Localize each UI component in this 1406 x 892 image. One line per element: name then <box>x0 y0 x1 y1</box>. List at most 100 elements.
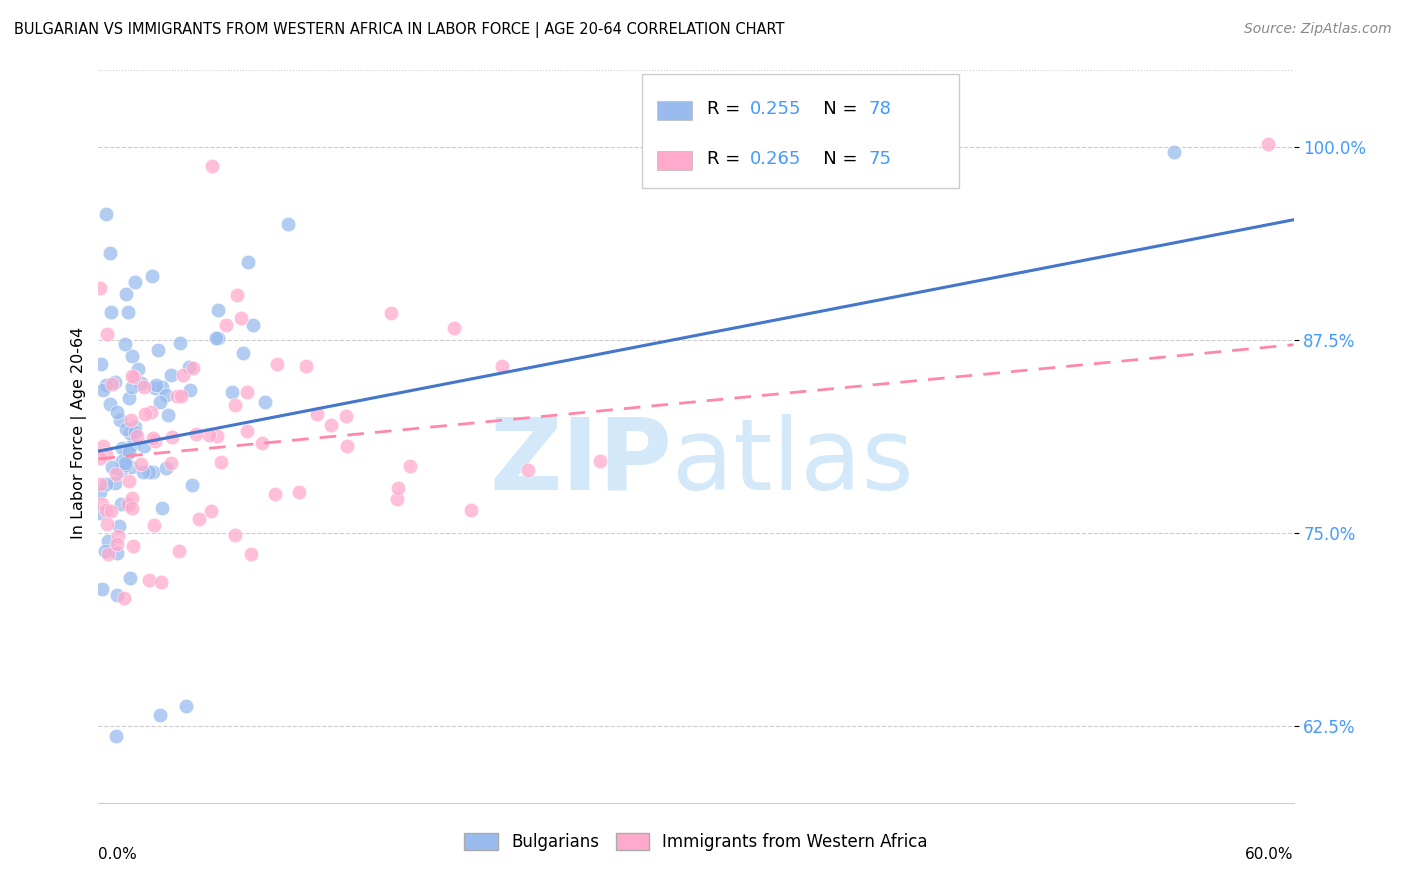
Y-axis label: In Labor Force | Age 20-64: In Labor Force | Age 20-64 <box>72 326 87 539</box>
Point <box>122 370 145 384</box>
Point <box>105 467 128 481</box>
Point <box>205 330 228 344</box>
Point <box>380 306 402 320</box>
Point <box>143 381 166 395</box>
Point <box>114 337 136 351</box>
Point <box>97 547 120 561</box>
Point <box>107 529 129 543</box>
Point <box>215 318 238 333</box>
Text: ZIP: ZIP <box>489 414 672 511</box>
Point <box>236 254 259 268</box>
Point <box>209 455 232 469</box>
Point <box>94 477 117 491</box>
Point <box>105 546 128 560</box>
Point <box>122 539 145 553</box>
Point <box>145 434 167 449</box>
Point <box>142 431 165 445</box>
Point <box>112 591 135 605</box>
Point <box>96 326 118 341</box>
Point <box>120 572 142 586</box>
FancyBboxPatch shape <box>657 151 692 169</box>
Point <box>91 439 114 453</box>
Text: 0.265: 0.265 <box>749 150 801 168</box>
Point <box>98 246 121 260</box>
Point <box>90 582 112 596</box>
Point <box>117 498 139 512</box>
Point <box>221 385 243 400</box>
Point <box>236 425 259 439</box>
Point <box>159 456 181 470</box>
Point <box>138 465 160 479</box>
Text: R =: R = <box>707 150 745 168</box>
Point <box>89 451 111 466</box>
Point <box>170 389 193 403</box>
Point <box>118 474 141 488</box>
Text: N =: N = <box>806 150 863 168</box>
Point <box>149 574 172 589</box>
Point <box>118 425 141 440</box>
Point <box>122 437 145 451</box>
Point <box>142 465 165 479</box>
Point <box>110 453 132 467</box>
Point <box>89 484 111 499</box>
Point <box>242 318 264 332</box>
Point <box>101 377 124 392</box>
Point <box>124 425 146 439</box>
Point <box>103 475 125 490</box>
Point <box>117 497 139 511</box>
Point <box>398 458 420 473</box>
Point <box>205 428 228 442</box>
Point <box>287 485 309 500</box>
Point <box>156 409 179 423</box>
Point <box>266 357 288 371</box>
Point <box>173 368 195 382</box>
Text: atlas: atlas <box>672 414 914 511</box>
Point <box>94 447 117 461</box>
Point <box>160 368 183 382</box>
Text: 0.255: 0.255 <box>749 100 801 118</box>
Text: BULGARIAN VS IMMIGRANTS FROM WESTERN AFRICA IN LABOR FORCE | AGE 20-64 CORRELATI: BULGARIAN VS IMMIGRANTS FROM WESTERN AFR… <box>14 22 785 38</box>
Point <box>1163 145 1185 159</box>
Point <box>117 305 139 319</box>
Point <box>150 380 173 394</box>
Point <box>132 465 155 479</box>
Point <box>121 380 143 394</box>
Point <box>115 447 138 461</box>
Point <box>108 413 131 427</box>
Point <box>108 518 131 533</box>
Point <box>100 397 122 411</box>
Point <box>105 405 128 419</box>
Text: 60.0%: 60.0% <box>1246 847 1294 863</box>
Point <box>121 500 143 515</box>
Point <box>96 503 118 517</box>
Point <box>385 491 408 506</box>
Point <box>177 360 200 375</box>
Point <box>121 368 143 383</box>
Point <box>105 730 128 744</box>
Point <box>129 457 152 471</box>
Point <box>97 533 120 548</box>
Point <box>240 547 263 561</box>
Point <box>167 543 190 558</box>
Point <box>152 501 174 516</box>
Point <box>96 206 118 220</box>
Point <box>149 707 172 722</box>
Point <box>134 380 156 394</box>
Point <box>491 359 513 373</box>
Point <box>183 360 205 375</box>
Point <box>319 418 342 433</box>
Point <box>141 405 163 419</box>
Point <box>160 430 183 444</box>
Point <box>589 454 612 468</box>
Point <box>155 461 177 475</box>
Point <box>134 408 156 422</box>
Point <box>105 588 128 602</box>
FancyBboxPatch shape <box>643 73 959 188</box>
Point <box>146 343 169 357</box>
Text: R =: R = <box>707 100 745 118</box>
Point <box>307 407 329 421</box>
Point <box>145 378 167 392</box>
Point <box>94 543 117 558</box>
Point <box>143 518 166 533</box>
Point <box>91 383 114 397</box>
